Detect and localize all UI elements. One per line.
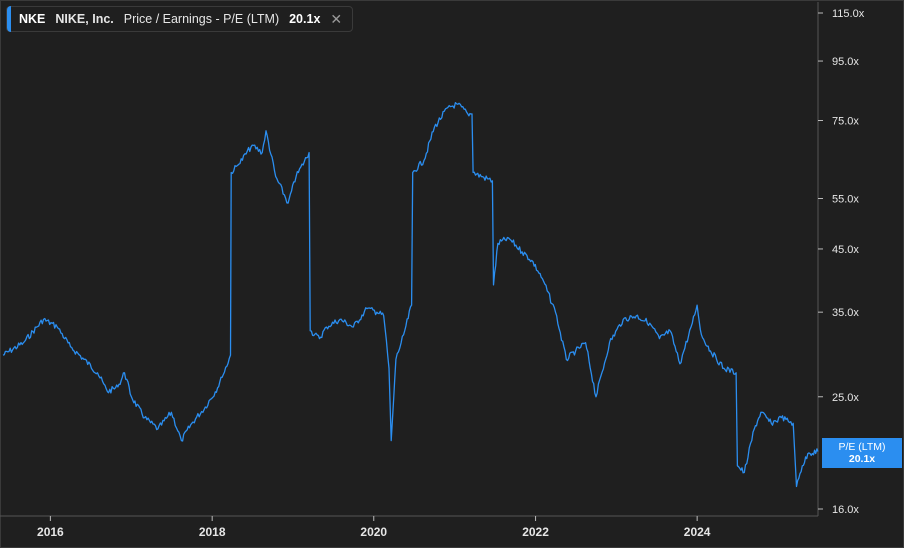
- legend-value: 20.1x: [289, 12, 321, 26]
- y-tick-label: 35.0x: [832, 307, 859, 319]
- x-tick-label: 2024: [684, 525, 711, 539]
- series-line: [2, 101, 819, 488]
- last-value-label: P/E (LTM): [838, 441, 886, 453]
- legend-metric: Price / Earnings - P/E (LTM): [123, 12, 280, 26]
- x-tick-label: 2022: [522, 525, 549, 539]
- last-value-value: 20.1x: [848, 453, 876, 465]
- x-tick-label: 2020: [360, 525, 387, 539]
- y-tick-label: 75.0x: [832, 115, 859, 127]
- x-axis: 2016 2018 2020 2022 2024: [37, 516, 711, 539]
- legend-ticker: NKE: [19, 12, 46, 26]
- y-tick-label: 45.0x: [832, 244, 859, 256]
- x-tick-label: 2016: [37, 525, 64, 539]
- close-icon[interactable]: ✕: [330, 10, 343, 27]
- legend-company: NIKE, Inc.: [55, 12, 114, 26]
- series-color-swatch: [7, 6, 11, 32]
- y-tick-label: 25.0x: [832, 392, 859, 404]
- y-tick-label: 16.0x: [832, 504, 859, 516]
- y-tick-label: 55.0x: [832, 193, 859, 205]
- series-group: [2, 101, 819, 488]
- y-tick-label: 115.0x: [832, 8, 865, 20]
- x-tick-label: 2018: [199, 525, 226, 539]
- last-value-tag: P/E (LTM) 20.1x: [822, 438, 902, 468]
- y-tick-label: 95.0x: [832, 56, 859, 68]
- y-axis: 16.0x 25.0x 35.0x 45.0x 55.0x 75.0x 95.0x 115.0…: [818, 8, 865, 516]
- series-legend[interactable]: NKE NIKE, Inc. Price / Earnings - P/E (L…: [6, 6, 354, 32]
